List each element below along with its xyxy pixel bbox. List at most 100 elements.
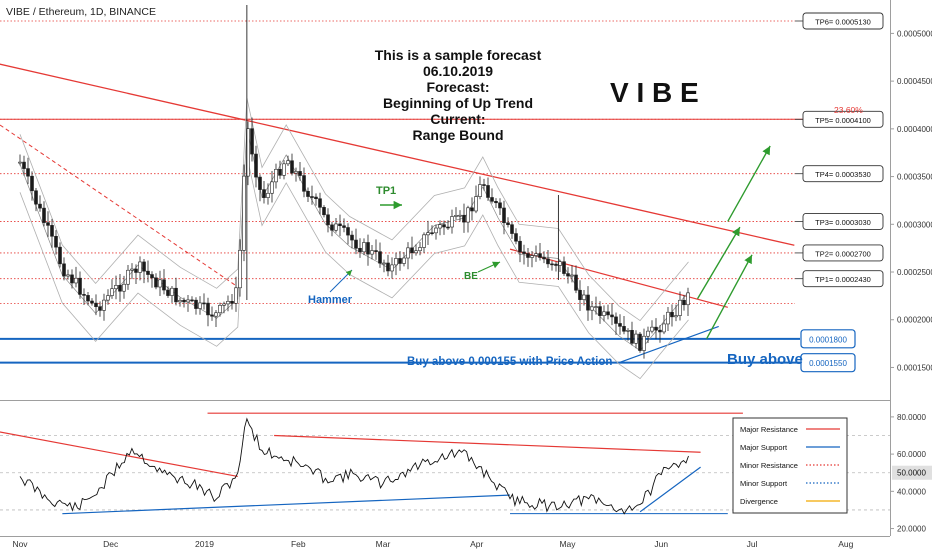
candle-body — [186, 299, 190, 303]
candle-body — [410, 247, 414, 254]
candle-body — [138, 261, 142, 273]
target-badge-label: TP1= 0.0002430 — [815, 275, 871, 284]
candle-body — [342, 225, 346, 228]
legend-item-label: Major Support — [740, 443, 788, 452]
candle-body — [530, 255, 534, 258]
candle-body — [382, 262, 386, 265]
candle-body — [206, 302, 210, 316]
candle-body — [506, 222, 510, 225]
candle-body — [434, 227, 438, 234]
support-badge — [800, 353, 856, 373]
candle-body — [86, 295, 90, 302]
candle-body — [570, 274, 574, 277]
candle-body — [58, 246, 62, 265]
candle-body — [270, 181, 274, 194]
candle-body — [238, 250, 242, 289]
candle-body — [154, 277, 158, 288]
candle-body — [234, 287, 238, 304]
candle-body — [122, 283, 126, 292]
candle-body — [62, 263, 66, 277]
rsi-trendline — [62, 494, 511, 515]
main-annotations: TP6= 0.0005130 TP5= 0.0004100 TP4= 0.00035… — [329, 12, 884, 373]
candle-body — [250, 128, 254, 155]
target-badge — [802, 12, 884, 30]
price-candles — [18, 5, 690, 359]
candle-body — [70, 274, 74, 284]
candle-body — [334, 223, 338, 231]
candle-body — [478, 184, 482, 197]
support-badge-label: 0.0001800 — [809, 335, 847, 344]
candle-body — [646, 330, 650, 337]
candle-body — [662, 323, 666, 333]
candle-body — [582, 294, 586, 300]
time-tick-label: Apr — [470, 539, 483, 549]
candle-body — [550, 263, 554, 266]
candle-body — [390, 264, 394, 272]
candle-body — [194, 299, 198, 309]
candle-body — [386, 262, 390, 272]
be-arrow — [477, 261, 501, 273]
forecast-note-line: 06.10.2019 — [423, 63, 493, 79]
rsi-tick-label: 20.0000 — [897, 525, 926, 534]
vibe-logo-text: V I B E — [610, 77, 699, 108]
candle-body — [218, 305, 222, 314]
candle-body — [170, 287, 174, 296]
band-lower — [19, 155, 689, 380]
candle-body — [130, 268, 134, 271]
candle-body — [630, 329, 634, 344]
candle-body — [42, 207, 46, 223]
candle-body — [166, 289, 170, 296]
time-tick-label: Nov — [12, 539, 28, 549]
candle-body — [78, 277, 82, 295]
candle-body — [474, 196, 478, 212]
candle-body — [314, 196, 318, 200]
price-tick-label: 0.0002000 — [897, 316, 932, 325]
rsi-current-value-badge — [892, 465, 932, 480]
support-trendline — [618, 325, 719, 364]
candle-body — [414, 250, 418, 254]
main-grid — [0, 20, 830, 364]
candle-body — [282, 163, 286, 176]
projection-arrow — [706, 254, 753, 340]
candle-body — [290, 160, 294, 174]
price-tick-label: 0.0001500 — [897, 363, 932, 372]
rsi-trend-lines — [0, 412, 743, 515]
rsi-trendline — [274, 434, 701, 453]
candle-body — [318, 198, 322, 208]
candle-body — [658, 329, 662, 333]
candle-body — [106, 295, 110, 301]
support-badge — [800, 329, 856, 349]
fib-level-label: 23.60% — [834, 105, 863, 115]
candle-body — [466, 207, 470, 223]
hammer-annotation: Hammer — [308, 294, 353, 306]
candle-body — [490, 197, 494, 202]
candle-body — [598, 306, 602, 316]
candle-body — [350, 234, 354, 241]
candle-body — [298, 171, 302, 176]
candle-body — [638, 333, 642, 351]
time-tick-label: Jun — [654, 539, 668, 549]
candle-body — [262, 189, 266, 198]
target-badge — [802, 110, 884, 128]
candle-body — [514, 233, 518, 242]
price-tick-label: 0.0003500 — [897, 173, 932, 182]
time-tick-label: Jul — [747, 539, 758, 549]
rsi-series — [19, 417, 689, 515]
buy-zone-annotation: Buy above 0.000155 with Price Action — [407, 356, 612, 368]
candle-body — [222, 303, 226, 306]
candle-body — [226, 300, 230, 305]
target-badge — [802, 165, 884, 183]
candle-body — [594, 306, 598, 308]
target-badge-label: TP5= 0.0004100 — [815, 116, 871, 125]
candle-body — [158, 279, 162, 288]
candle-body — [26, 168, 30, 177]
candle-body — [626, 329, 630, 332]
candle-body — [494, 201, 498, 204]
chart-symbol-title: VIBE / Ethereum, 1D, BINANCE — [6, 6, 156, 18]
rsi-tick-label: 40.0000 — [897, 487, 926, 496]
candle-body — [670, 311, 674, 318]
candle-body — [338, 223, 342, 227]
target-badge-label: TP4= 0.0003530 — [815, 170, 871, 179]
candle-body — [438, 224, 442, 229]
forecast-note-line: Forecast: — [426, 79, 489, 95]
